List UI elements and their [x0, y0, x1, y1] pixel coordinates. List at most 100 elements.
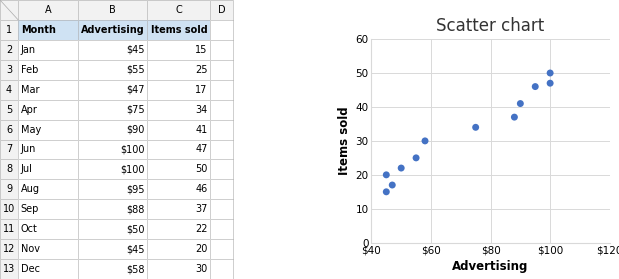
- Bar: [210, 20, 233, 40]
- Bar: [147, 60, 210, 80]
- Bar: [0, 219, 18, 239]
- Bar: [18, 80, 78, 100]
- Text: 15: 15: [195, 45, 207, 55]
- Bar: [210, 60, 233, 80]
- Y-axis label: Items sold: Items sold: [339, 107, 352, 175]
- Bar: [78, 80, 147, 100]
- Bar: [78, 140, 147, 159]
- Bar: [0, 140, 18, 159]
- Text: 46: 46: [196, 184, 207, 194]
- Bar: [147, 100, 210, 120]
- Bar: [18, 0, 78, 20]
- Bar: [78, 100, 147, 120]
- Bar: [78, 20, 147, 40]
- Text: Items sold: Items sold: [151, 25, 207, 35]
- Bar: [18, 80, 78, 100]
- Bar: [18, 259, 78, 279]
- Bar: [18, 140, 78, 159]
- Bar: [78, 259, 147, 279]
- Text: Feb: Feb: [21, 65, 38, 75]
- Bar: [0, 60, 18, 80]
- Bar: [0, 259, 18, 279]
- Bar: [78, 40, 147, 60]
- Bar: [18, 40, 78, 60]
- Bar: [78, 100, 147, 120]
- Bar: [210, 179, 233, 199]
- Bar: [18, 120, 78, 140]
- Bar: [0, 239, 18, 259]
- Text: $100: $100: [120, 145, 145, 155]
- Text: $100: $100: [120, 164, 145, 174]
- Bar: [210, 219, 233, 239]
- Point: [396, 166, 406, 170]
- Text: May: May: [21, 124, 41, 134]
- Bar: [210, 239, 233, 259]
- Bar: [210, 199, 233, 219]
- Bar: [78, 199, 147, 219]
- Bar: [0, 80, 18, 100]
- Text: $90: $90: [126, 124, 145, 134]
- Bar: [210, 80, 233, 100]
- Bar: [18, 60, 78, 80]
- Bar: [18, 199, 78, 219]
- Bar: [0, 100, 18, 120]
- Text: 9: 9: [6, 184, 12, 194]
- Text: $95: $95: [126, 184, 145, 194]
- Bar: [147, 239, 210, 259]
- Bar: [78, 60, 147, 80]
- Bar: [78, 219, 147, 239]
- Text: 4: 4: [6, 85, 12, 95]
- Bar: [147, 179, 210, 199]
- Bar: [0, 80, 18, 100]
- Bar: [0, 159, 18, 179]
- Text: 8: 8: [6, 164, 12, 174]
- Bar: [147, 159, 210, 179]
- Bar: [78, 40, 147, 60]
- Point: [387, 183, 397, 187]
- Bar: [0, 120, 18, 140]
- Bar: [147, 140, 210, 159]
- Text: 2: 2: [6, 45, 12, 55]
- Bar: [210, 259, 233, 279]
- Bar: [147, 0, 210, 20]
- Text: A: A: [45, 5, 51, 15]
- Bar: [18, 40, 78, 60]
- Bar: [0, 179, 18, 199]
- Text: Oct: Oct: [21, 224, 38, 234]
- Point: [420, 139, 430, 143]
- Text: Nov: Nov: [21, 244, 40, 254]
- Text: $45: $45: [126, 45, 145, 55]
- Bar: [78, 60, 147, 80]
- Point: [545, 81, 555, 85]
- Text: $45: $45: [126, 244, 145, 254]
- Bar: [18, 20, 78, 40]
- Bar: [0, 159, 18, 179]
- Text: Jul: Jul: [21, 164, 33, 174]
- Bar: [147, 80, 210, 100]
- Bar: [78, 120, 147, 140]
- Bar: [18, 219, 78, 239]
- Bar: [78, 140, 147, 159]
- Bar: [78, 159, 147, 179]
- Text: Jan: Jan: [21, 45, 36, 55]
- Text: 20: 20: [195, 244, 207, 254]
- Text: Aug: Aug: [21, 184, 40, 194]
- Bar: [0, 20, 18, 40]
- Bar: [78, 239, 147, 259]
- Bar: [210, 219, 233, 239]
- Text: B: B: [109, 5, 116, 15]
- Bar: [210, 100, 233, 120]
- Bar: [147, 259, 210, 279]
- Bar: [210, 120, 233, 140]
- Bar: [78, 199, 147, 219]
- Bar: [18, 219, 78, 239]
- Bar: [0, 60, 18, 80]
- Bar: [18, 140, 78, 159]
- Bar: [210, 80, 233, 100]
- Bar: [18, 100, 78, 120]
- Bar: [78, 80, 147, 100]
- Bar: [0, 179, 18, 199]
- Point: [381, 190, 391, 194]
- Text: $75: $75: [126, 105, 145, 115]
- Bar: [147, 199, 210, 219]
